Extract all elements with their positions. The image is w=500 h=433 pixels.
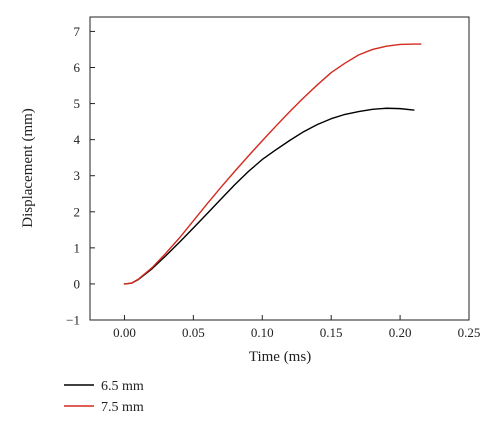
- x-tick-label: 0.25: [458, 325, 481, 340]
- y-tick-label: −1: [66, 313, 80, 328]
- x-tick-label: 0.00: [113, 325, 136, 340]
- x-tick-label: 0.20: [389, 325, 412, 340]
- y-axis-title: Displacement (mm): [20, 108, 36, 228]
- y-tick-label: 6: [74, 60, 81, 75]
- legend: 6.5 mm 7.5 mm: [64, 379, 144, 415]
- x-tick-label: 0.10: [251, 325, 274, 340]
- x-axis-title: Time (ms): [249, 349, 311, 365]
- y-tick-label: 1: [74, 240, 81, 255]
- y-tick-label: 3: [74, 168, 81, 183]
- y-tick-label: 2: [74, 204, 81, 219]
- y-tick-label: 4: [74, 132, 81, 147]
- y-tick-label: 5: [74, 96, 81, 111]
- x-tick-label: 0.15: [320, 325, 343, 340]
- series-line-7-5mm: [123, 43, 422, 285]
- ticks-layer: 0.00 0.05 0.10 0.15 0.20 0.25 −1 0 1 2 3 4 5 6 7: [66, 24, 480, 340]
- plot-frame: [89, 16, 470, 321]
- y-tick-label: 7: [74, 24, 81, 39]
- series-layer: [123, 43, 422, 285]
- legend-label-7-5mm: 7.5 mm: [101, 400, 144, 415]
- legend-label-6-5mm: 6.5 mm: [101, 379, 144, 394]
- series-line-6-5mm: [123, 107, 415, 285]
- x-tick-label: 0.05: [182, 325, 205, 340]
- y-tick-label: 0: [74, 276, 81, 291]
